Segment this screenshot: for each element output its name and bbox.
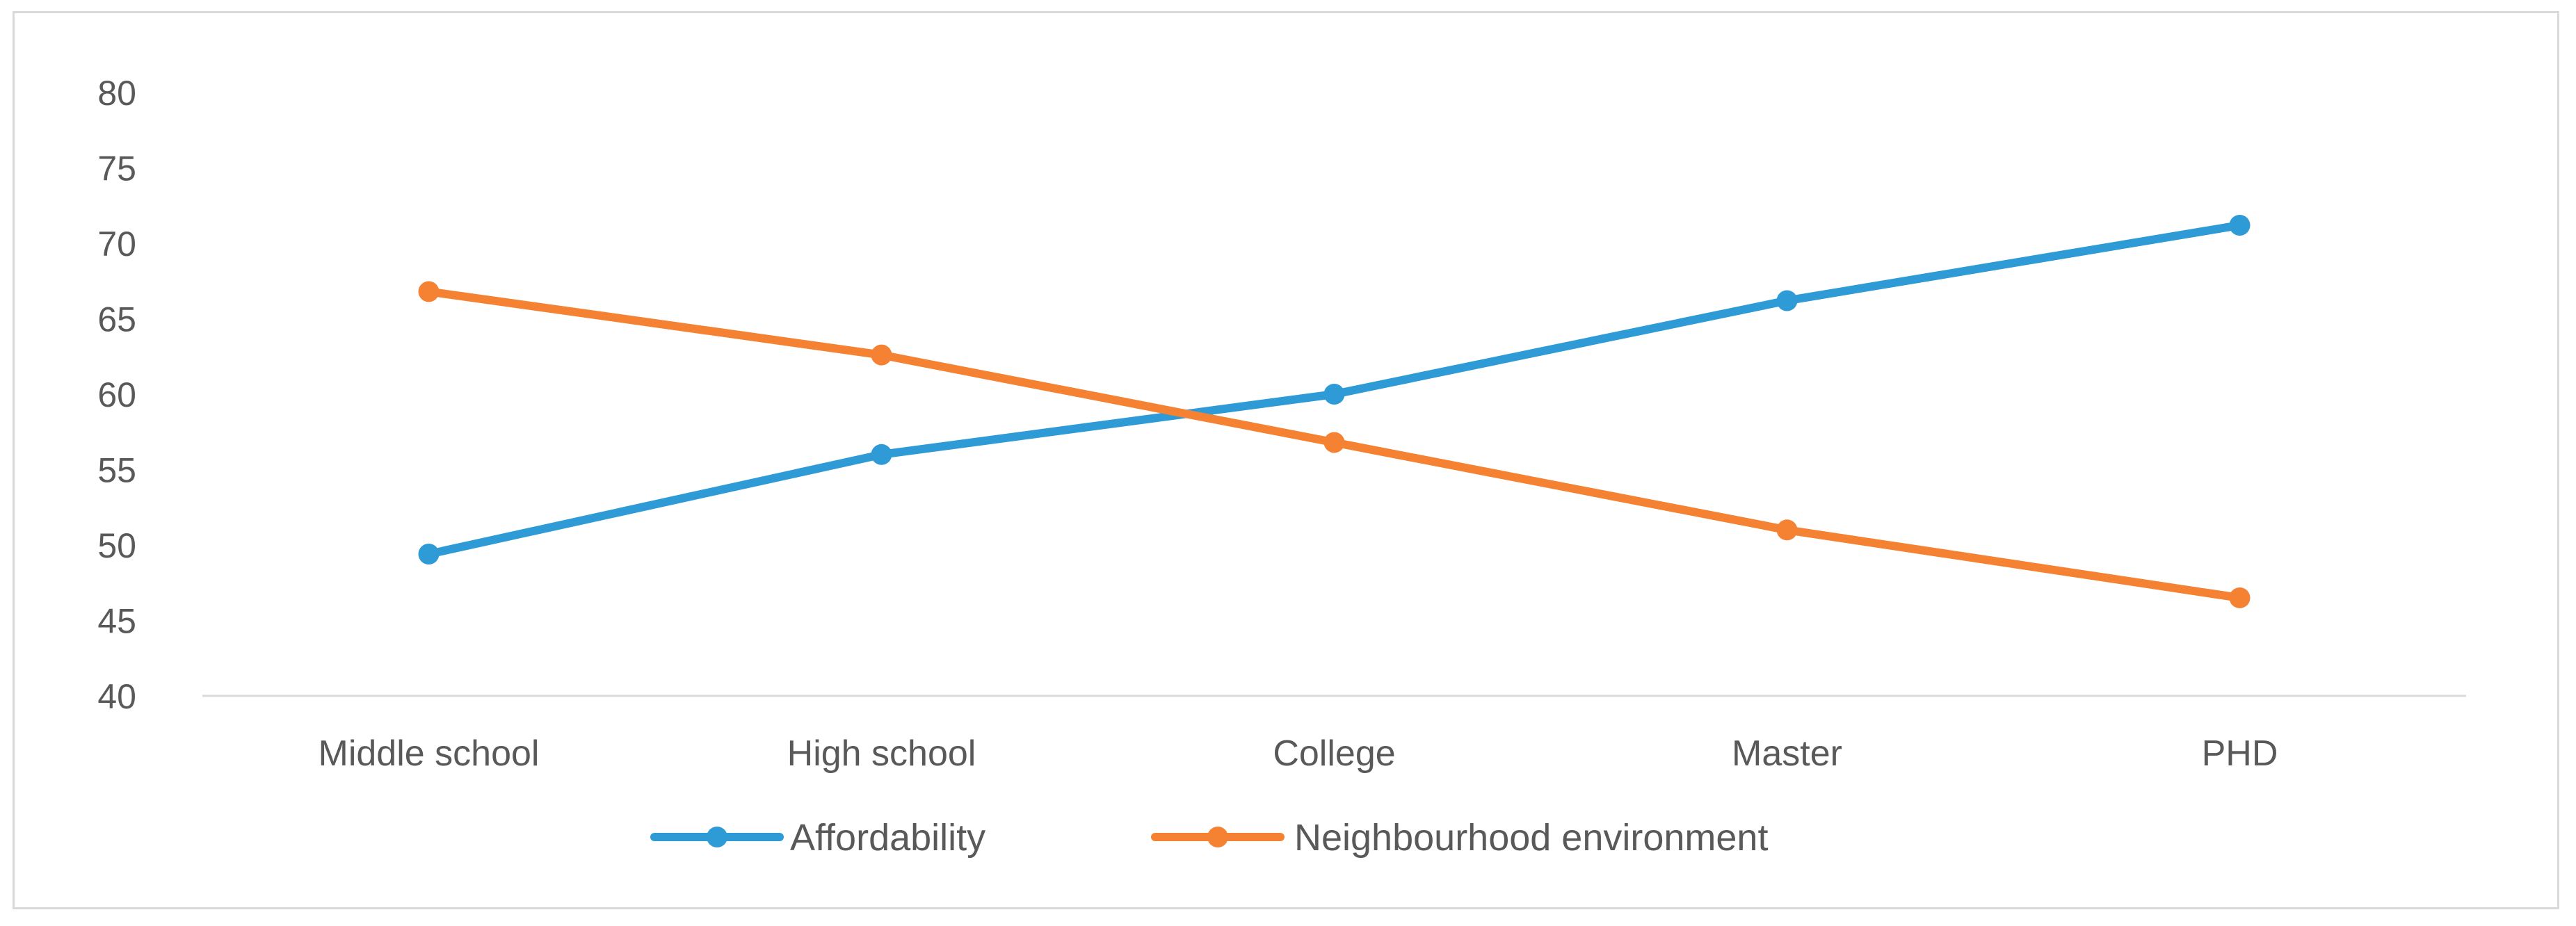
legend-label: Affordability — [790, 817, 985, 859]
y-tick-label: 40 — [97, 677, 136, 716]
y-tick-label: 55 — [97, 451, 136, 490]
x-tick-label: College — [1273, 733, 1395, 774]
data-point — [1323, 384, 1345, 405]
legend-item: Neighbourhood environment — [1151, 817, 1768, 859]
y-tick-label: 65 — [97, 300, 136, 339]
series-affordability — [418, 214, 2251, 565]
line-chart: 40 45 50 55 60 65 70 75 80 Middle school High sch… — [97, 74, 2466, 859]
x-tick-label: High school — [787, 733, 976, 774]
series-neighbourhood-environment — [418, 281, 2251, 608]
data-point — [1776, 290, 1798, 311]
y-tick-label: 50 — [97, 526, 136, 565]
x-tick-label: Master — [1732, 733, 1842, 774]
data-point — [2229, 587, 2251, 608]
data-point — [871, 344, 892, 366]
y-tick-label: 45 — [97, 602, 136, 641]
series-group — [418, 214, 2251, 608]
x-axis-labels: Middle school High school College Master PHD — [319, 733, 2278, 774]
legend-swatch-marker — [707, 827, 727, 847]
y-tick-label: 75 — [97, 149, 136, 188]
legend-item: Affordability — [650, 817, 985, 859]
y-tick-label: 70 — [97, 225, 136, 263]
x-tick-label: Middle school — [319, 733, 540, 774]
data-point — [2229, 214, 2251, 236]
data-point — [1776, 519, 1798, 541]
y-axis-labels: 40 45 50 55 60 65 70 75 80 — [97, 74, 136, 716]
data-point — [1323, 432, 1345, 453]
data-point — [418, 281, 440, 302]
data-point — [871, 444, 892, 465]
legend-swatch-marker — [1207, 827, 1228, 847]
y-tick-label: 80 — [97, 74, 136, 113]
x-tick-label: PHD — [2202, 733, 2278, 774]
data-point — [418, 544, 440, 565]
y-tick-label: 60 — [97, 375, 136, 414]
chart-frame: 40 45 50 55 60 65 70 75 80 Middle school High sch… — [13, 11, 2559, 909]
legend: Affordability Neighbourhood environment — [650, 817, 1768, 859]
legend-label: Neighbourhood environment — [1294, 817, 1768, 859]
